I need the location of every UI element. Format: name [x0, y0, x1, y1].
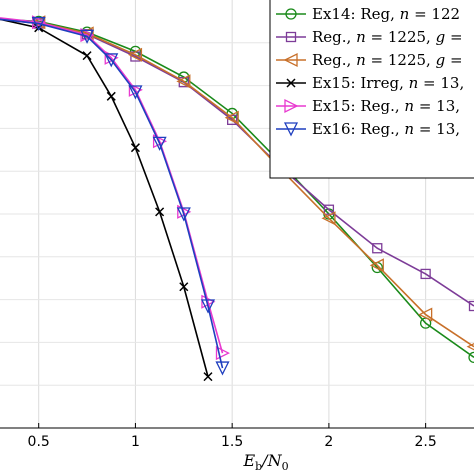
data-point: [179, 282, 189, 292]
series-line: [0, 18, 474, 348]
legend-label-prefix: Reg.,: [312, 28, 356, 46]
data-point: [468, 351, 474, 364]
legend-label-prefix: Ex16: Reg.,: [312, 120, 404, 138]
legend-swatch-marker: [286, 78, 296, 88]
data-point: [200, 299, 216, 314]
data-point: [418, 307, 433, 322]
legend-label: Ex16: Reg., n = 13,: [312, 120, 460, 138]
series-line: [0, 18, 224, 369]
legend-swatch-marker: [283, 52, 298, 68]
legend-entry: Ex15: Reg., n = 13,: [276, 97, 460, 115]
data-point: [372, 243, 383, 254]
legend-swatch-marker: [285, 31, 297, 43]
legend-label-var: n: [356, 28, 366, 46]
legend-label-rest: = 13,: [414, 120, 460, 138]
legend-label-prefix: Ex15: Reg.,: [312, 97, 404, 115]
legend-label-var: n: [409, 74, 419, 92]
data-point: [321, 211, 336, 226]
legend-label-var: n: [404, 97, 414, 115]
data-point: [224, 110, 239, 125]
legend-label-var: n: [356, 51, 366, 69]
x-axis-label-sub1: b: [255, 460, 262, 473]
data-point: [31, 16, 46, 31]
legend-label: Ex14: Reg, n = 122: [312, 5, 460, 23]
data-point: [323, 204, 335, 215]
legend-label: Reg., n = 1225, g =: [312, 51, 463, 69]
x-axis-label: Eb/N0: [242, 451, 288, 473]
legend-label-var2: g: [436, 28, 446, 46]
data-point: [215, 346, 230, 361]
data-point: [420, 268, 431, 280]
data-point: [104, 53, 119, 68]
x-tick-label: 1.5: [221, 434, 243, 450]
data-point: [80, 29, 95, 44]
legend-entry: Reg., n = 1225, g =: [276, 28, 463, 46]
legend-label-rest: = 13,: [418, 74, 464, 92]
legend-label-var: n: [404, 120, 414, 138]
legend-label-var: n: [400, 5, 410, 23]
data-point: [203, 372, 213, 382]
x-axis-label-sub2: 0: [282, 460, 289, 473]
legend-label-prefix: Reg.,: [312, 51, 356, 69]
x-axis-label-main: E: [242, 451, 255, 470]
data-point: [176, 74, 191, 89]
legend-swatch-marker: [284, 98, 299, 114]
legend-label-rest2: =: [445, 51, 462, 69]
data-point: [468, 300, 474, 312]
legend-label-rest2: =: [445, 28, 462, 46]
data-point: [152, 136, 167, 151]
legend-swatch-marker: [283, 122, 299, 137]
series-5: [0, 16, 230, 376]
legend-entry: Reg., n = 1225, g =: [276, 51, 463, 69]
legend-box: [269, 0, 474, 179]
data-point: [82, 51, 92, 61]
legend-label-var2: g: [436, 51, 446, 69]
data-point: [127, 47, 143, 62]
legend-label: Ex15: Irreg, n = 13,: [312, 74, 464, 92]
x-tick-label: 1: [131, 434, 140, 450]
legend-swatch-marker: [285, 8, 297, 20]
data-point: [106, 91, 116, 101]
legend-label: Ex15: Reg., n = 13,: [312, 97, 460, 115]
series-3: [0, 18, 213, 382]
legend-label-rest: = 1225,: [366, 51, 436, 69]
data-point: [176, 207, 191, 222]
data-point: [128, 85, 143, 100]
series-line: [0, 17, 224, 354]
legend-label-prefix: Ex14: Reg,: [312, 5, 400, 23]
legend-entry: Ex14: Reg, n = 122: [276, 5, 460, 23]
series-4: [0, 15, 230, 361]
series-line: [0, 18, 474, 359]
x-axis-label-mid: /N: [260, 451, 282, 470]
x-tick-label: 2.5: [414, 434, 436, 450]
series-line: [0, 18, 209, 377]
data-point: [130, 143, 140, 153]
legend-entry: Ex15: Irreg, n = 13,: [276, 74, 464, 92]
data-point: [369, 258, 384, 273]
legend-label-rest: = 1225,: [366, 28, 436, 46]
legend-entry: Ex16: Reg., n = 13,: [276, 120, 460, 138]
data-point: [155, 207, 165, 217]
legend-label-prefix: Ex15: Irreg,: [312, 74, 409, 92]
legend-label-rest: = 122: [409, 5, 460, 23]
x-tick-label: 0.5: [28, 434, 50, 450]
data-point: [215, 361, 230, 376]
legend-label-rest: = 13,: [414, 97, 460, 115]
legend-label: Reg., n = 1225, g =: [312, 28, 463, 46]
x-tick-label: 2: [324, 434, 333, 450]
x-ticks: 0.5 1 1.5 2 2.5: [28, 423, 437, 450]
